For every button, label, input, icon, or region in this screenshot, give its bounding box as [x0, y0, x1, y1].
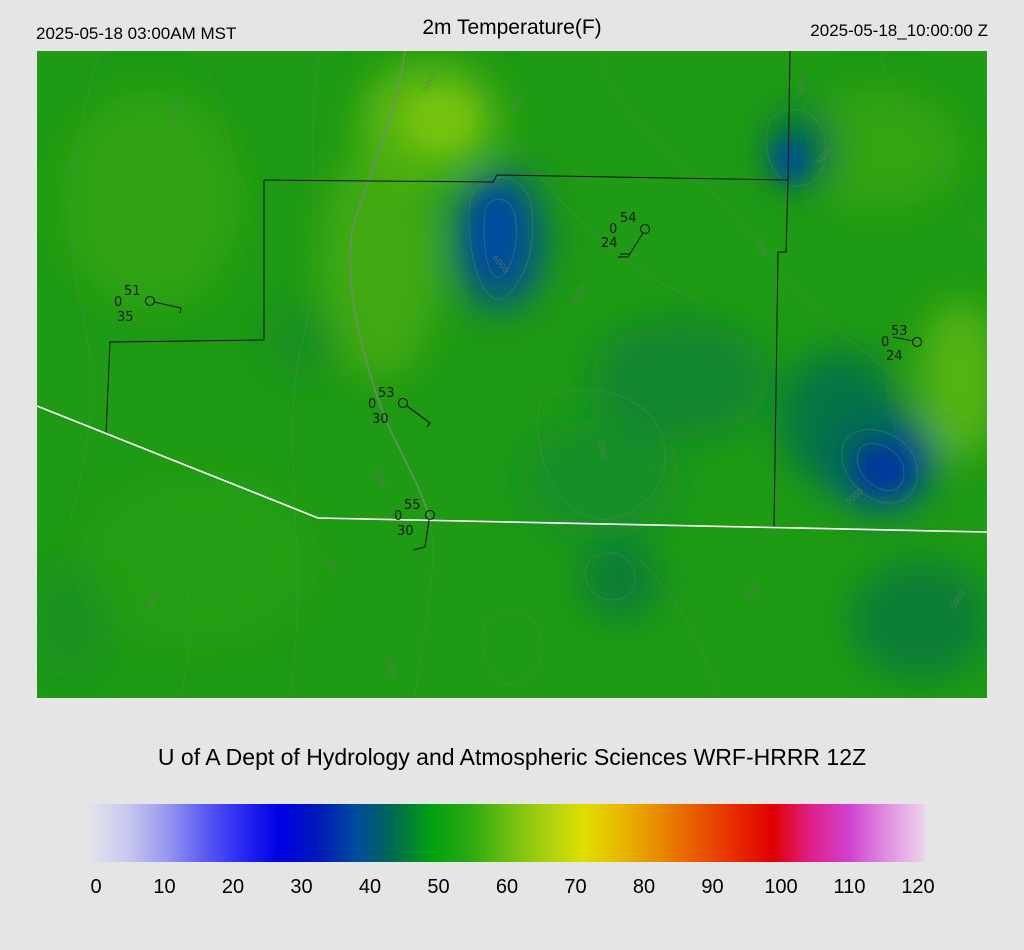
colorbar-tick-label: 60	[495, 876, 519, 898]
station-4: 53 0 30	[368, 386, 431, 428]
chart-title: 2m Temperature(F)	[422, 16, 602, 39]
colorbar-tick-label: 20	[221, 876, 245, 898]
svg-text:30: 30	[397, 524, 414, 539]
svg-text:55: 55	[404, 498, 421, 513]
county-boundary	[773, 51, 791, 529]
station-1: 51 0 35	[114, 284, 182, 325]
county-boundary	[105, 180, 265, 435]
colorbar-tick-label: 70	[564, 876, 587, 898]
colorbar-tick-label: 80	[632, 876, 656, 898]
svg-text:0: 0	[881, 335, 889, 350]
svg-text:24: 24	[601, 236, 618, 251]
colorbar-tick-label: 90	[701, 876, 724, 898]
colorbar-tick-label: 10	[153, 876, 176, 898]
svg-text:0: 0	[368, 397, 376, 412]
svg-text:0: 0	[114, 295, 122, 310]
svg-text:51: 51	[124, 284, 141, 299]
colorbar-tick-label: 110	[833, 876, 866, 898]
svg-text:0: 0	[609, 222, 617, 237]
color-scale-ticks: 0 10 20 30 40 50 60 70 80 90 100 110 120	[0, 876, 1024, 906]
svg-text:24: 24	[886, 349, 903, 364]
valid-time-utc: 2025-05-18_10:00:00 Z	[810, 21, 988, 40]
color-scale-bar	[89, 804, 925, 862]
colorbar-tick-label: 0	[90, 876, 102, 898]
station-2: 54 0 24	[601, 211, 651, 258]
valid-time-local: 2025-05-18 03:00AM MST	[36, 24, 237, 43]
svg-text:53: 53	[378, 386, 395, 401]
temperature-map: 6000 5000 5000 4000 5000 6000 5000 5000 …	[37, 51, 987, 698]
svg-text:0: 0	[394, 509, 402, 524]
colorbar-tick-label: 40	[358, 876, 382, 898]
svg-text:54: 54	[620, 211, 637, 226]
svg-text:53: 53	[891, 324, 908, 339]
colorbar-tick-label: 100	[764, 876, 798, 898]
contour-label: 5000	[169, 104, 181, 126]
temperature-field	[37, 60, 987, 680]
contour-label: 6000	[796, 74, 808, 96]
colorbar-tick-label: 120	[901, 876, 935, 898]
major-contour	[349, 51, 431, 521]
model-credit: U of A Dept of Hydrology and Atmospheric…	[157, 744, 867, 770]
state-boundary	[37, 405, 987, 533]
svg-text:35: 35	[117, 310, 134, 325]
colorbar-tick-label: 50	[427, 876, 450, 898]
station-3: 53 0 24	[881, 324, 923, 364]
contour-label: 5000	[596, 439, 608, 461]
county-boundary	[263, 174, 789, 183]
svg-text:30: 30	[372, 412, 389, 427]
colorbar-tick-label: 30	[290, 876, 313, 898]
station-5: 55 0 30	[394, 498, 436, 551]
